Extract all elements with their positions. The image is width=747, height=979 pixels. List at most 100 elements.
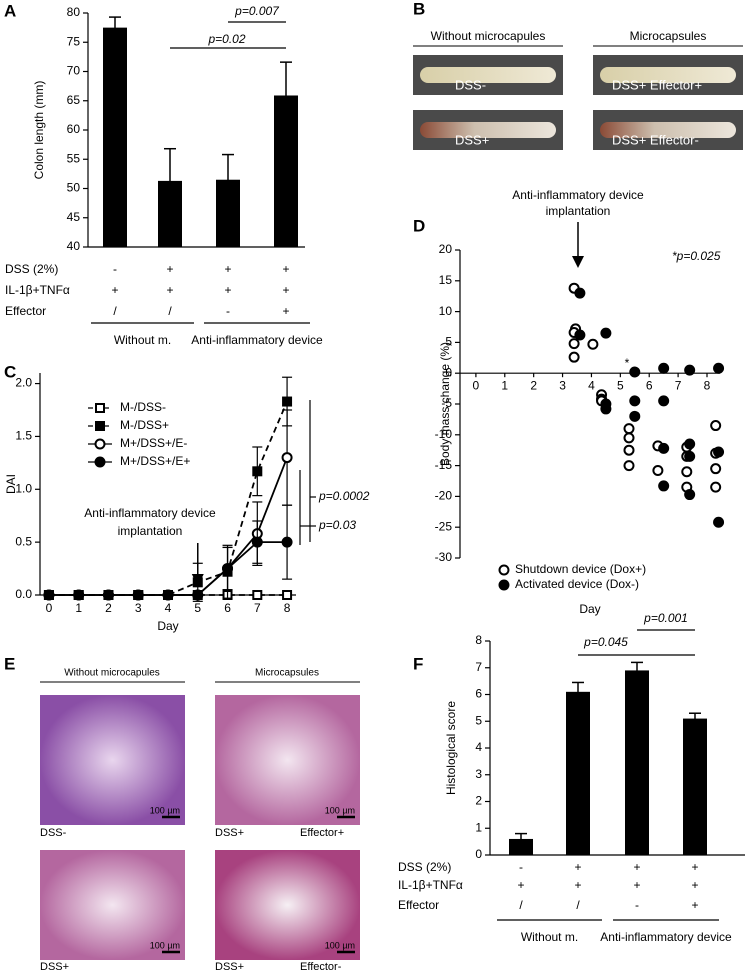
table-cell: /	[168, 304, 172, 318]
scale-bar-label: 100 µm	[325, 805, 355, 815]
marker	[192, 589, 204, 601]
histology-panel	[40, 681, 360, 960]
marker	[94, 438, 106, 450]
marker	[600, 403, 612, 415]
table-cell: +	[691, 898, 698, 912]
marker	[713, 446, 725, 458]
y-tick-label: 40	[67, 239, 81, 253]
table-cell: +	[166, 283, 173, 297]
y-tick-label: 50	[67, 181, 81, 195]
x-axis-label: Day	[157, 619, 178, 633]
y-axis-label: Colon length (mm)	[32, 81, 46, 180]
y-tick-label: 55	[67, 151, 81, 165]
marker	[623, 432, 635, 444]
photo-caption: DSS+ Effector-	[612, 132, 699, 147]
marker	[710, 481, 722, 493]
panel-label: A	[4, 1, 16, 20]
x-tick-label: 0	[473, 378, 480, 392]
p-value: p=0.02	[207, 32, 245, 46]
scale-bar-label: 100 µm	[325, 940, 355, 950]
table-cell: +	[224, 283, 231, 297]
group-label: Anti-inflammatory device	[600, 930, 732, 944]
marker	[498, 579, 510, 591]
error-bar	[631, 661, 643, 679]
bar	[103, 27, 127, 247]
y-tick-label: 70	[67, 64, 81, 78]
table-cell: +	[111, 283, 118, 297]
marker	[282, 590, 293, 600]
column-header: Without microcapules	[64, 668, 160, 679]
table-cell: +	[282, 262, 289, 276]
marker	[713, 362, 725, 374]
row-label: Effector	[5, 304, 46, 318]
marker	[568, 338, 580, 350]
row-label: DSS (2%)	[5, 262, 58, 276]
marker	[95, 421, 105, 431]
y-tick-label: -25	[435, 519, 453, 533]
y-tick-label: 0	[475, 847, 482, 861]
annotation: Anti-inflammatory device	[84, 506, 216, 520]
table-cell: /	[519, 898, 523, 912]
marker	[684, 438, 696, 450]
x-tick-label: 8	[704, 378, 711, 392]
marker	[102, 589, 114, 601]
marker	[94, 456, 106, 468]
x-tick-label: 3	[135, 601, 142, 615]
legend-label: Activated device (Dox-)	[515, 577, 639, 591]
x-tick-label: 6	[224, 601, 231, 615]
colon	[420, 67, 556, 83]
marker	[600, 327, 612, 339]
x-tick-label: 4	[588, 378, 595, 392]
marker	[574, 329, 586, 341]
y-tick-label: 65	[67, 93, 81, 107]
x-tick-label: 6	[646, 378, 653, 392]
micrograph	[215, 850, 360, 960]
marker	[498, 564, 510, 576]
error-bar	[280, 61, 292, 129]
p-value: p=0.001	[643, 611, 688, 625]
y-tick-label: 1.5	[15, 429, 32, 443]
table-cell: -	[519, 860, 523, 874]
marker	[629, 395, 641, 407]
table-cell: +	[224, 262, 231, 276]
group-label: Anti-inflammatory device	[191, 333, 323, 347]
y-tick-label: -30	[435, 550, 453, 564]
x-tick-label: 2	[105, 601, 112, 615]
marker	[623, 423, 635, 435]
photo-caption: DSS+ Effector+	[612, 77, 702, 92]
marker	[574, 287, 586, 299]
y-axis-label: Histological score	[444, 701, 458, 795]
legend-label: M-/DSS+	[120, 418, 169, 432]
error-bar	[222, 153, 234, 205]
error-bar	[164, 147, 176, 214]
marker	[282, 396, 293, 407]
marker	[251, 536, 263, 548]
error-bar	[109, 16, 121, 39]
marker	[684, 450, 696, 462]
image-caption: DSS+	[40, 961, 69, 973]
p-value: p=0.007	[234, 4, 280, 18]
marker	[252, 590, 263, 600]
y-tick-label: 1.0	[15, 481, 32, 495]
marker	[629, 410, 641, 422]
marker	[684, 364, 696, 376]
y-tick-label: 80	[67, 5, 81, 19]
marker	[681, 466, 693, 478]
x-tick-label: 7	[254, 601, 261, 615]
marker	[658, 362, 670, 374]
table-cell: +	[574, 860, 581, 874]
row-label: Effector	[398, 898, 439, 912]
x-tick-label: 5	[194, 601, 201, 615]
legend-label: M-/DSS-	[120, 400, 166, 414]
y-tick-label: 2.0	[15, 376, 32, 390]
arrow-head	[572, 256, 584, 268]
marker	[710, 463, 722, 475]
y-tick-label: 1	[475, 820, 482, 834]
marker	[629, 366, 641, 378]
x-tick-label: 4	[165, 601, 172, 615]
p-value: p=0.03	[318, 518, 356, 532]
annotation: Anti-inflammatory device	[512, 188, 644, 202]
micrograph	[40, 695, 185, 825]
column-header: Without microcapules	[431, 29, 546, 43]
colon	[600, 122, 736, 138]
